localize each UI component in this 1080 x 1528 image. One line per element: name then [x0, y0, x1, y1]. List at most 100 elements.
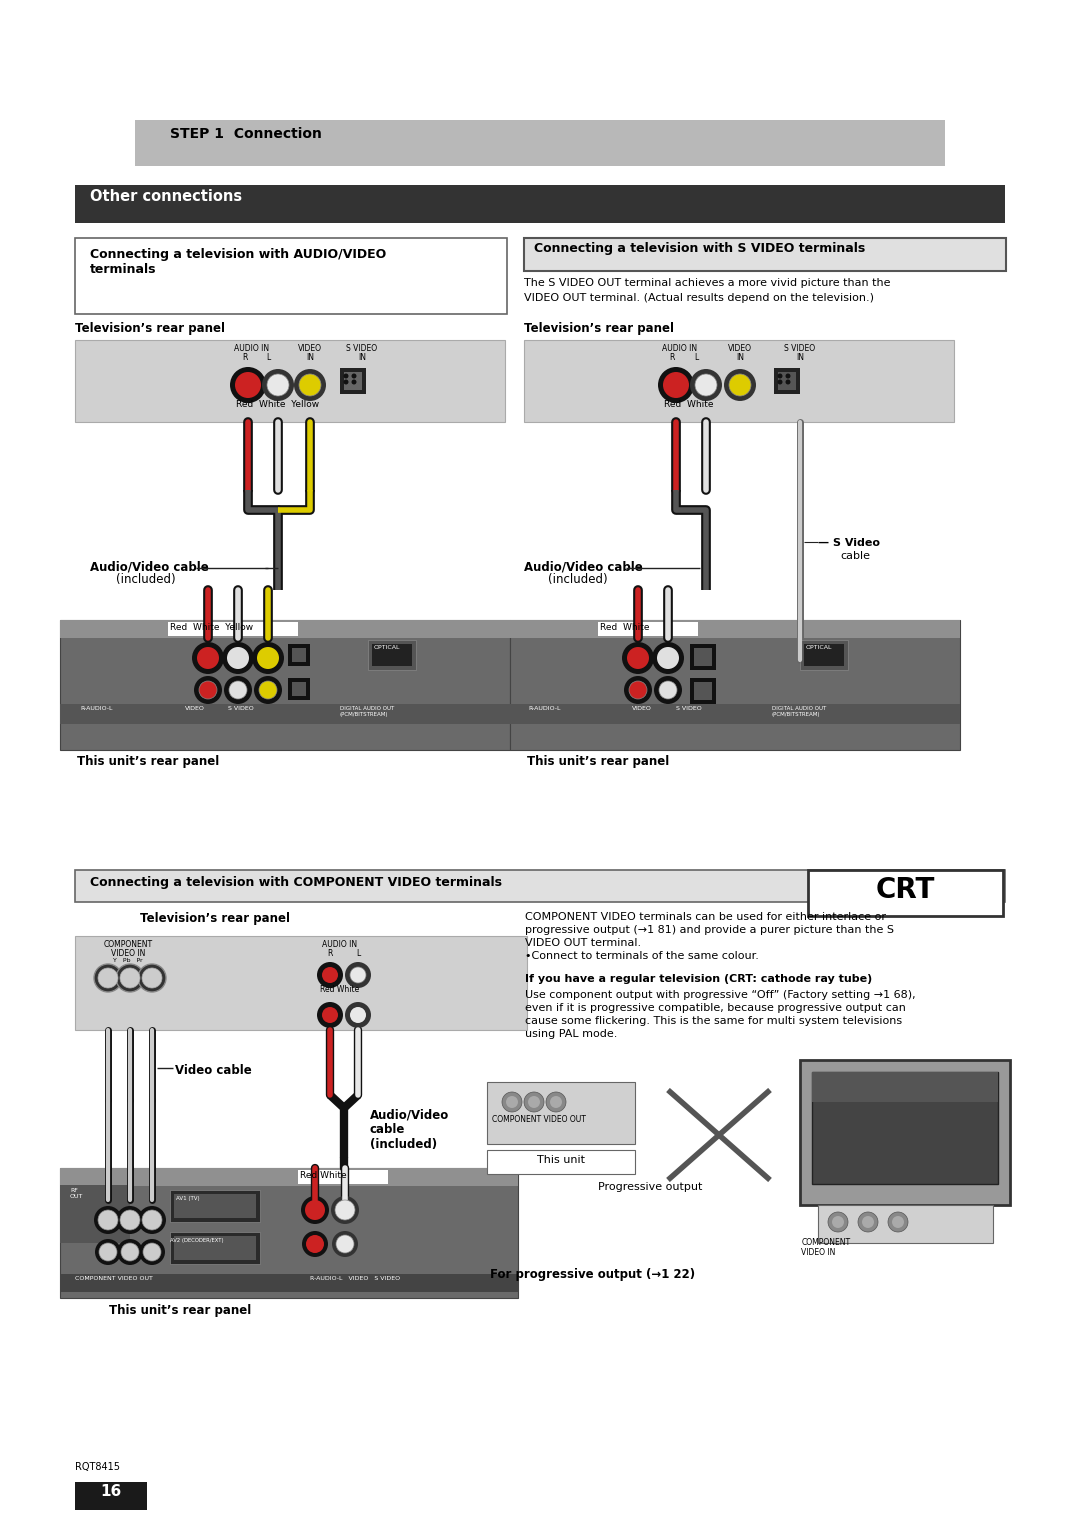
Circle shape: [502, 1093, 522, 1112]
Circle shape: [305, 1199, 325, 1219]
Text: VIDEO: VIDEO: [728, 344, 752, 353]
Bar: [168, 622, 298, 636]
Circle shape: [858, 1212, 878, 1232]
Text: Connecting a television with S VIDEO terminals: Connecting a television with S VIDEO ter…: [534, 241, 865, 255]
Circle shape: [141, 969, 162, 989]
Circle shape: [507, 1096, 518, 1108]
Circle shape: [302, 1232, 328, 1258]
Circle shape: [335, 1199, 355, 1219]
Text: Audio/Video cable: Audio/Video cable: [90, 559, 208, 573]
Circle shape: [663, 371, 689, 397]
Text: S VIDEO: S VIDEO: [228, 706, 254, 711]
Text: RQT8415: RQT8415: [75, 1462, 120, 1471]
Bar: [800, 640, 848, 669]
Bar: [135, 121, 945, 167]
Text: DIGITAL AUDIO OUT
(PCM/BITSTREAM): DIGITAL AUDIO OUT (PCM/BITSTREAM): [340, 706, 394, 717]
Text: R-AUDIO-L: R-AUDIO-L: [528, 706, 561, 711]
Bar: [812, 1073, 998, 1102]
Text: DIGITAL AUDIO OUT
(PCM/BITSTREAM): DIGITAL AUDIO OUT (PCM/BITSTREAM): [772, 706, 826, 717]
Bar: [812, 1073, 998, 1184]
Text: R-AUDIO-L   VIDEO   S VIDEO: R-AUDIO-L VIDEO S VIDEO: [310, 1276, 400, 1280]
Bar: [524, 238, 1005, 270]
Circle shape: [322, 967, 338, 983]
Circle shape: [301, 1196, 329, 1224]
Bar: [60, 1274, 518, 1293]
Text: Progressive output: Progressive output: [598, 1183, 702, 1192]
Circle shape: [267, 374, 289, 396]
Bar: [288, 678, 310, 700]
Bar: [60, 620, 510, 750]
Text: even if it is progressive compatible, because progressive output can: even if it is progressive compatible, be…: [525, 1002, 906, 1013]
Circle shape: [306, 1235, 324, 1253]
Bar: [60, 1167, 518, 1297]
Circle shape: [318, 1002, 343, 1028]
Circle shape: [828, 1212, 848, 1232]
Bar: [694, 648, 712, 666]
Circle shape: [229, 681, 247, 698]
Text: STEP 1  Connection: STEP 1 Connection: [170, 127, 322, 141]
Text: R: R: [327, 949, 333, 958]
Circle shape: [194, 675, 222, 704]
Circle shape: [254, 675, 282, 704]
Circle shape: [351, 379, 356, 385]
Text: Red White: Red White: [320, 986, 360, 995]
Bar: [292, 648, 306, 662]
Bar: [524, 341, 954, 422]
Bar: [75, 1482, 147, 1510]
Bar: [75, 937, 527, 1030]
Circle shape: [343, 379, 349, 385]
Circle shape: [227, 646, 249, 669]
Text: AV2 (DECODER/EXT): AV2 (DECODER/EXT): [170, 1238, 224, 1242]
Circle shape: [524, 1093, 544, 1112]
Circle shape: [629, 681, 647, 698]
Bar: [174, 1193, 256, 1218]
Text: Television’s rear panel: Television’s rear panel: [140, 912, 291, 924]
Circle shape: [624, 675, 652, 704]
Circle shape: [116, 1206, 144, 1235]
Text: Audio/Video cable: Audio/Video cable: [524, 559, 643, 573]
Bar: [288, 643, 310, 666]
Text: VIDEO: VIDEO: [298, 344, 322, 353]
Text: Red  White  Yellow: Red White Yellow: [170, 623, 253, 633]
Bar: [690, 643, 716, 669]
Text: OPTICAL: OPTICAL: [374, 645, 401, 649]
Text: R: R: [242, 353, 247, 362]
Bar: [694, 681, 712, 700]
Circle shape: [778, 373, 783, 379]
Text: Other connections: Other connections: [90, 189, 242, 205]
Bar: [75, 185, 1005, 223]
Circle shape: [652, 642, 684, 674]
Bar: [170, 1232, 260, 1264]
Text: — S Video: — S Video: [818, 538, 880, 549]
Circle shape: [99, 1242, 117, 1261]
Text: This unit’s rear panel: This unit’s rear panel: [109, 1303, 252, 1317]
Text: COMPONENT VIDEO OUT: COMPONENT VIDEO OUT: [75, 1276, 153, 1280]
Circle shape: [332, 1232, 357, 1258]
Bar: [800, 1060, 1010, 1206]
Circle shape: [350, 967, 366, 983]
Circle shape: [690, 368, 723, 400]
Text: L: L: [693, 353, 698, 362]
Circle shape: [658, 367, 694, 403]
Bar: [808, 869, 1003, 915]
Bar: [368, 640, 416, 669]
Bar: [60, 620, 510, 639]
Text: COMPONENT: COMPONENT: [104, 940, 152, 949]
Text: AUDIO IN: AUDIO IN: [323, 940, 357, 949]
Circle shape: [322, 1007, 338, 1024]
Bar: [292, 681, 306, 695]
Text: RF
OUT: RF OUT: [70, 1187, 83, 1199]
Text: This unit: This unit: [537, 1155, 585, 1164]
Circle shape: [888, 1212, 908, 1232]
Text: VIDEO: VIDEO: [632, 706, 652, 711]
Circle shape: [659, 681, 677, 698]
Circle shape: [345, 963, 372, 989]
Bar: [298, 1170, 388, 1184]
Text: S VIDEO: S VIDEO: [784, 344, 815, 353]
Text: cause some flickering. This is the same for multi system televisions: cause some flickering. This is the same …: [525, 1016, 902, 1025]
Bar: [60, 1167, 518, 1186]
Text: Red White: Red White: [300, 1170, 347, 1180]
Circle shape: [199, 681, 217, 698]
Text: This unit’s rear panel: This unit’s rear panel: [77, 755, 219, 769]
Bar: [774, 368, 800, 394]
